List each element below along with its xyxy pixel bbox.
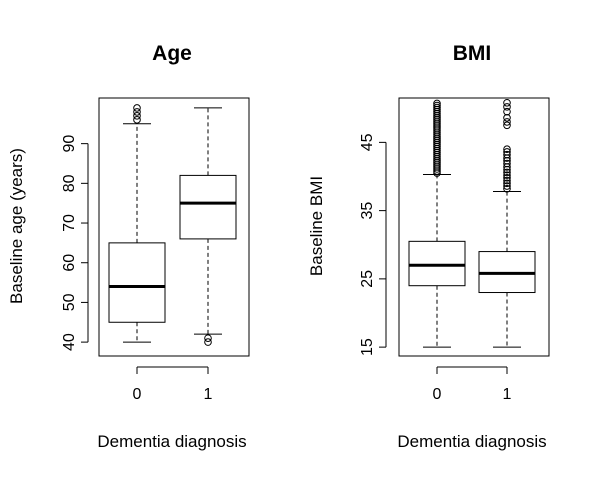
age-box-0-outlier — [133, 108, 141, 116]
age-box-0-outlier — [133, 104, 141, 112]
age-y-tick-label: 50 — [61, 293, 78, 311]
age-x-tick-label: 1 — [204, 386, 213, 403]
bmi-box-1-outlier — [503, 182, 511, 190]
bmi-plot-frame — [398, 97, 550, 357]
age-y-tick-label: 70 — [61, 214, 78, 232]
bmi-box-1-outlier — [503, 168, 511, 177]
age-y-tick-label: 40 — [61, 333, 78, 351]
bmi-box-0-outlier — [433, 103, 441, 112]
bmi-panel: BMI Dementia diagnosis Baseline BMI 15 25… — [307, 42, 550, 451]
bmi-box-1-outlier — [503, 148, 511, 156]
bmi-y-tick-label: 15 — [359, 338, 376, 356]
bmi-y-tick-label: 35 — [359, 202, 376, 220]
bmi-box-0-outlier — [433, 101, 441, 110]
age-panel: Age Dementia diagnosis Baseline age (yea… — [7, 42, 250, 451]
age-y-axis-label: Baseline age (years) — [7, 148, 26, 304]
bmi-box-1-outlier — [503, 171, 511, 179]
bmi-box-1-outlier — [503, 113, 511, 122]
bmi-box-1-outlier — [503, 174, 511, 182]
bmi-box-1-outlier — [503, 107, 511, 116]
age-box-0-iqr — [108, 242, 166, 323]
bmi-x-axis-label: Dementia diagnosis — [397, 432, 546, 451]
age-y-tick-label: 80 — [61, 174, 78, 192]
age-box-0-outlier — [133, 116, 141, 124]
bmi-box-0-outlier — [433, 99, 441, 108]
age-plot-frame — [98, 97, 250, 357]
age-x-tick-label: 0 — [133, 386, 142, 403]
bmi-box-1-outlier — [503, 103, 511, 111]
bmi-box-1-outlier — [503, 145, 511, 153]
bmi-boxplot-marks: 15 25 35 45 0 1 — [359, 98, 536, 403]
bmi-box-1-outlier — [503, 176, 511, 185]
bmi-title: BMI — [453, 42, 492, 65]
age-box-1-outlier — [204, 338, 212, 346]
age-box-1-outlier — [204, 334, 212, 342]
age-boxplot-marks: 40 50 60 70 80 90 0 1 — [61, 104, 237, 403]
bmi-box-1-outlier — [503, 118, 511, 126]
bmi-box-1-outlier — [503, 121, 511, 130]
bmi-box-1-outlier — [503, 179, 511, 188]
bmi-x-tick-label: 1 — [503, 386, 512, 403]
age-y-tick-label: 60 — [61, 254, 78, 272]
age-title: Age — [152, 42, 192, 65]
bmi-box-0-iqr — [408, 240, 466, 287]
age-x-axis-label: Dementia diagnosis — [97, 432, 246, 451]
bmi-y-tick-label: 25 — [359, 270, 376, 288]
bmi-box-1-outlier — [503, 98, 511, 107]
bmi-box-1-outlier — [503, 159, 511, 168]
bmi-y-tick-label: 45 — [359, 133, 376, 151]
age-y-tick-label: 90 — [61, 135, 78, 153]
bmi-y-axis-label: Baseline BMI — [307, 176, 326, 276]
age-box-1-iqr — [179, 174, 237, 240]
bmi-box-1-outlier — [503, 184, 511, 193]
bmi-box-1-outlier — [503, 150, 511, 159]
age-box-0-outlier — [133, 112, 141, 120]
bmi-x-tick-label: 0 — [433, 386, 442, 403]
